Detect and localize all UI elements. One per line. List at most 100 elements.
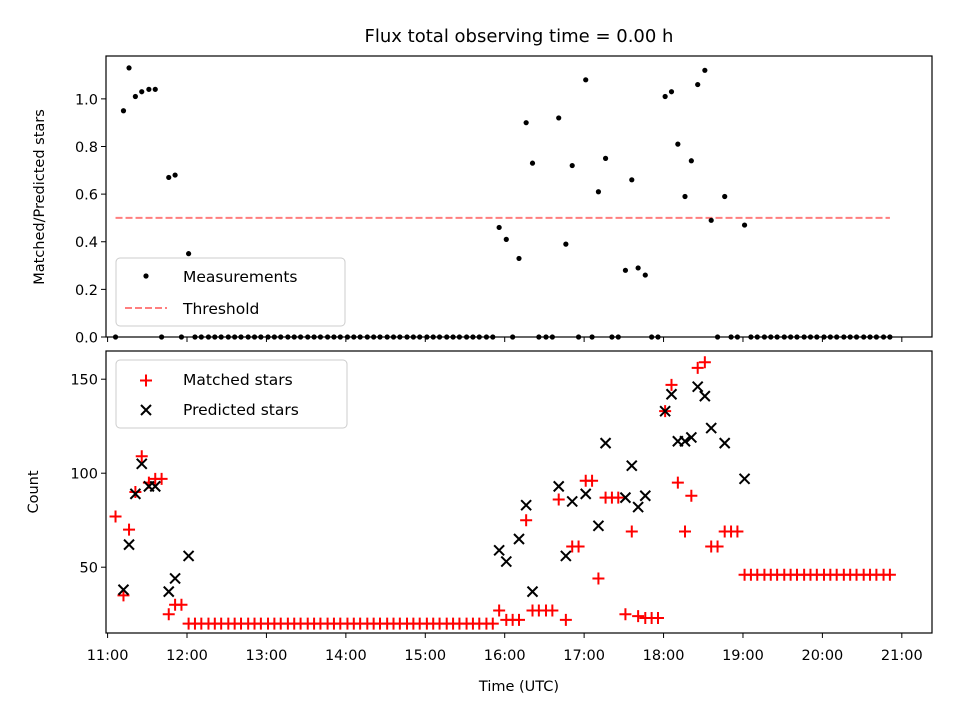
matched-star-point	[612, 491, 625, 504]
predicted-star-point	[566, 495, 578, 508]
matched-star-point	[135, 450, 148, 463]
predicted-star-point	[117, 584, 130, 596]
measurement-point	[695, 81, 701, 88]
predicted-star-point	[580, 488, 592, 500]
measurement-point	[583, 77, 589, 83]
bottom-xtick-label: 15:00	[404, 648, 446, 664]
predicted-star-point	[659, 405, 671, 417]
predicted-star-point	[691, 381, 704, 393]
predicted-star-point	[619, 491, 632, 504]
matched-star-point	[175, 598, 188, 611]
predicted-star-point	[679, 435, 691, 447]
matched-star-point	[552, 493, 565, 506]
measurement-point	[602, 155, 609, 161]
top-legend: Measurements Threshold	[115, 257, 346, 327]
top-ytick-label: 0.4	[75, 235, 98, 251]
legend-matched-label: Matched stars	[183, 371, 293, 389]
measurement-point	[675, 141, 681, 147]
predicted-star-point	[560, 550, 572, 562]
matched-star-point	[619, 608, 632, 621]
predicted-star-point	[699, 390, 711, 402]
predicted-star-point	[169, 572, 181, 585]
measurement-point	[120, 108, 127, 114]
measurement-point	[523, 120, 529, 126]
predicted-star-point	[129, 488, 142, 500]
predicted-star-point	[592, 520, 605, 532]
measurement-point	[186, 251, 192, 257]
measurement-point	[708, 217, 714, 223]
measurement-point	[682, 193, 688, 200]
bottom-xtick-label: 20:00	[801, 648, 843, 664]
matched-star-point	[513, 613, 525, 626]
predicted-star-point	[520, 499, 532, 511]
measurement-point	[516, 255, 522, 262]
matched-star-point	[698, 356, 711, 369]
predicted-star-point	[718, 437, 731, 449]
top-panel: Flux total observing time = 0.00 h 0.0 0.…	[32, 26, 933, 347]
measurement-point	[132, 93, 138, 100]
bottom-panel: 50 100 150 Count 11:00 12:00 13:00 14:00 15:00…	[26, 350, 933, 695]
top-ytick-label: 0.2	[75, 283, 98, 299]
bottom-ytick-label: 150	[70, 373, 98, 389]
matched-star-point	[711, 540, 724, 553]
matched-star-point	[520, 514, 533, 527]
measurement-point	[152, 86, 158, 92]
matched-star-point	[109, 510, 122, 523]
measurement-point	[741, 222, 748, 228]
predicted-star-point	[626, 459, 638, 472]
measurement-point	[595, 189, 602, 195]
top-legend-box	[115, 257, 346, 327]
top-ytick-label: 0.0	[75, 331, 98, 347]
top-x-axis	[107, 337, 903, 342]
matched-star-point	[559, 613, 572, 626]
top-ytick-label: 1.0	[75, 92, 98, 108]
matched-star-point	[592, 572, 605, 585]
bottom-xtick-label: 12:00	[166, 648, 208, 664]
measurement-point	[668, 89, 675, 95]
predicted-star-point	[149, 480, 161, 493]
measurement-point	[496, 224, 502, 231]
measurement-point	[146, 86, 152, 92]
bottom-xtick-label: 21:00	[881, 648, 923, 664]
predicted-star-point	[639, 490, 651, 502]
predicted-star-point	[493, 544, 505, 556]
predicted-star-point	[163, 585, 175, 598]
measurement-point	[642, 272, 648, 278]
matched-star-point	[678, 525, 691, 538]
top-y-axis-label: Matched/Predicted stars	[32, 109, 48, 285]
legend-threshold-label: Threshold	[182, 300, 259, 318]
matched-star-point	[117, 589, 130, 602]
bottom-axes-frame	[105, 350, 933, 634]
measurement-point	[622, 267, 629, 273]
predicted-star-point	[632, 501, 644, 513]
bottom-y-axis: 50 100 150	[70, 373, 106, 577]
matched-star-point	[129, 486, 142, 498]
legend-measurements-marker	[143, 273, 149, 279]
matched-star-point	[691, 361, 704, 374]
matched-star-point	[651, 611, 664, 624]
matched-star-point	[625, 525, 638, 538]
chart-title: Flux total observing time = 0.00 h	[365, 26, 674, 47]
measurement-point	[166, 174, 172, 181]
legend-predicted-marker	[140, 404, 152, 416]
measurement-point	[702, 67, 708, 73]
bottom-legend: Matched stars Predicted stars	[115, 359, 348, 429]
measurement-point	[662, 93, 668, 100]
matched-star-point	[546, 604, 559, 617]
matched-star-point	[883, 568, 896, 581]
predicted-star-point	[136, 458, 148, 470]
bottom-xtick-label: 17:00	[563, 648, 605, 664]
bottom-xtick-label: 16:00	[484, 648, 526, 664]
measurement-point	[563, 241, 569, 247]
measurement-point	[629, 177, 635, 183]
matched-star-point	[586, 474, 599, 487]
top-ytick-label: 0.6	[75, 188, 98, 204]
top-y-axis: 0.0 0.2 0.4 0.6 0.8 1.0	[75, 92, 106, 347]
legend-measurements-label: Measurements	[183, 268, 298, 286]
matched-star-point	[162, 608, 175, 621]
matched-star-point	[685, 489, 698, 502]
measurement-point	[556, 115, 562, 121]
matched-star-point	[665, 378, 678, 391]
matched-star-point	[486, 617, 499, 630]
